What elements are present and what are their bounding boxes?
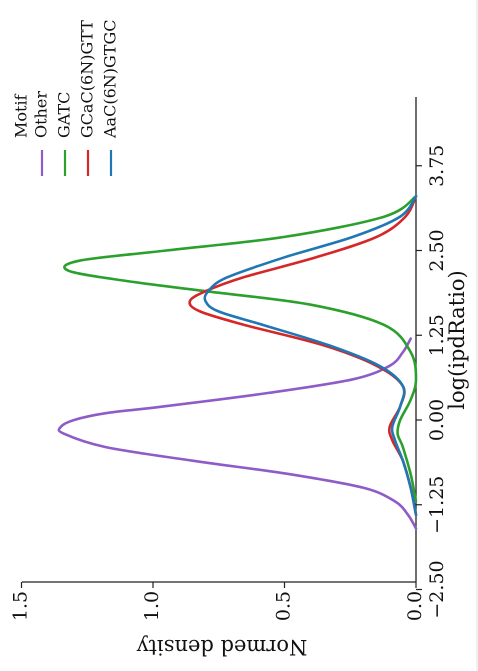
- series-line-gcac-6n-gtt: [188, 195, 418, 517]
- legend-label: AaC(6N)GTGC: [101, 20, 120, 139]
- y-tick-label: 1.0: [141, 591, 163, 621]
- y-tick-label: 0.0: [404, 591, 426, 621]
- series-line-aac-6n-gtgc: [203, 195, 418, 517]
- x-axis-label: log(ipdRatio): [445, 270, 469, 409]
- y-tick-label: 1.5: [10, 591, 32, 621]
- legend-label: Other: [32, 91, 51, 138]
- y-ticks: 0.0 0.5 1.0 1.5: [10, 582, 426, 621]
- axes: [22, 97, 417, 583]
- x-tick-label: −2.50: [426, 560, 448, 618]
- series-line-gatc: [63, 195, 418, 503]
- legend: Motif Other GATC GCaC(6N)GTT AaC(6N)GTGC: [12, 20, 120, 176]
- series-line-other: [57, 337, 418, 530]
- x-tick-label: −1.25: [426, 476, 448, 534]
- legend-label: GATC: [55, 92, 74, 138]
- page-edge-divider: [476, 0, 478, 671]
- x-tick-label: 3.75: [426, 145, 448, 187]
- y-axis-label: Normed density: [137, 635, 308, 659]
- x-tick-label: 0.00: [426, 399, 448, 441]
- x-ticks: −2.50 −1.25 0.00 1.25 2.50 3.75: [416, 145, 448, 619]
- legend-title: Motif: [12, 93, 31, 138]
- x-tick-label: 2.50: [426, 229, 448, 271]
- legend-label: GCaC(6N)GTT: [78, 20, 97, 138]
- series-lines: [57, 195, 418, 530]
- y-tick-label: 0.5: [273, 591, 295, 621]
- x-tick-label: 1.25: [426, 314, 448, 356]
